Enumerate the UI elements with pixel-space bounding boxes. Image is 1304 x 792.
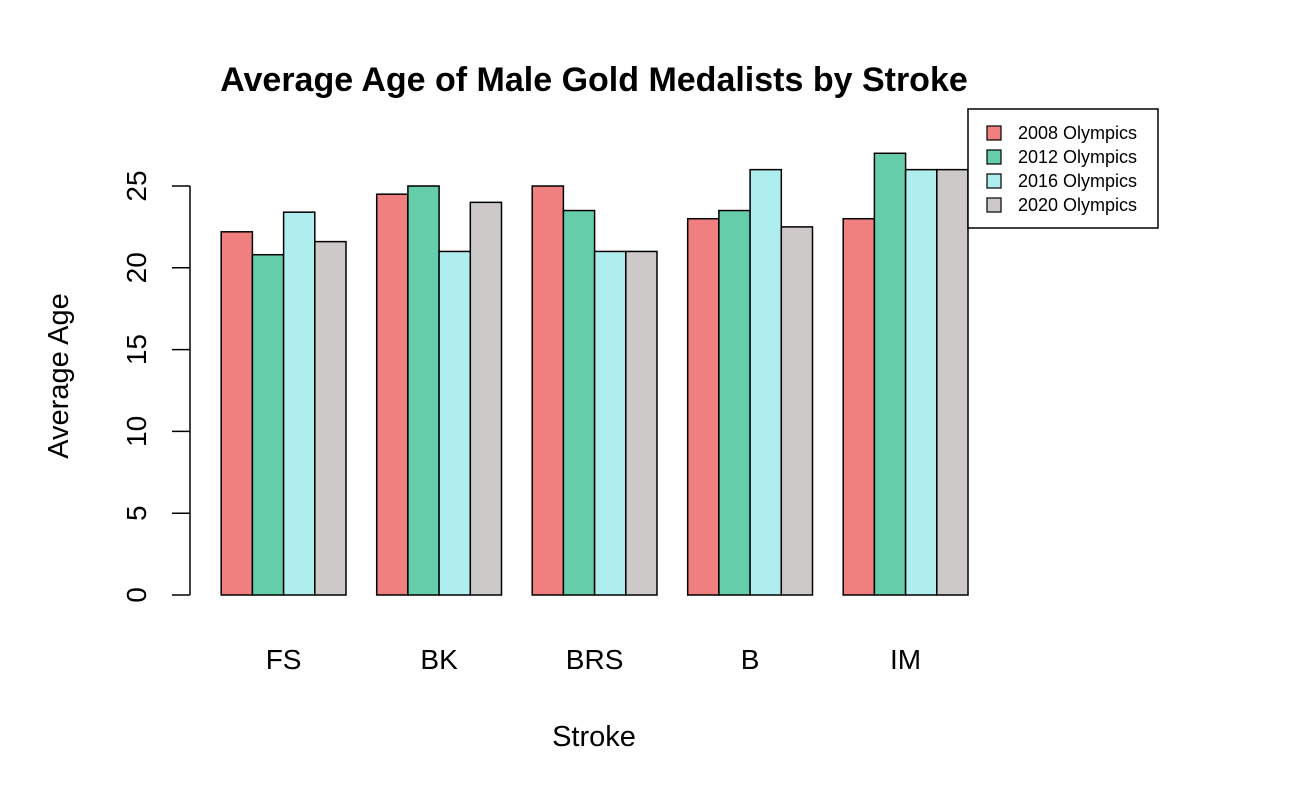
legend-label: 2012 Olympics	[1018, 147, 1137, 167]
bars-group	[220, 152, 969, 596]
y-axis: 0 5 10 15 20 25	[121, 170, 191, 603]
y-tick-label: 5	[121, 505, 152, 521]
bar-fs-2008	[220, 231, 254, 596]
legend-label: 2008 Olympics	[1018, 123, 1137, 143]
x-tick-label: B	[741, 644, 760, 675]
bar-im-2012	[873, 152, 907, 596]
x-axis-label: Stroke	[552, 721, 636, 753]
legend-swatch	[986, 125, 1002, 141]
bar-bk-2008	[375, 193, 409, 596]
bar-im-2008	[842, 217, 876, 596]
bar-b-2016	[749, 168, 783, 596]
x-tick-label: BRS	[566, 644, 624, 675]
bar-brs-2008	[531, 185, 565, 596]
y-axis-label: Average Age	[43, 293, 75, 459]
bar-im-2016	[904, 168, 938, 596]
y-tick-label: 15	[121, 334, 152, 365]
legend-swatch	[986, 149, 1002, 165]
x-tick-labels: FS BK BRS B IM	[266, 644, 921, 675]
bar-brs-2016	[593, 250, 627, 596]
bar-fs-2012	[251, 253, 285, 596]
legend-swatch	[986, 173, 1002, 189]
bar-bk-2020	[469, 201, 503, 596]
bar-b-2020	[780, 226, 814, 596]
bar-brs-2012	[562, 209, 596, 596]
legend: 2008 Olympics 2012 Olympics 2016 Olympics 2…	[967, 108, 1159, 229]
legend-swatch	[986, 197, 1002, 213]
y-tick-label: 0	[121, 587, 152, 603]
chart-title: Average Age of Male Gold Medalists by St…	[220, 61, 968, 99]
legend-label: 2020 Olympics	[1018, 195, 1137, 215]
bar-brs-2020	[625, 250, 658, 596]
bar-fs-2016	[282, 211, 316, 596]
y-tick-label: 20	[121, 252, 152, 283]
x-tick-label: BK	[420, 644, 458, 675]
x-tick-label: IM	[890, 644, 921, 675]
y-tick-label: 25	[121, 170, 152, 201]
bar-bk-2012	[407, 185, 440, 596]
x-tick-label: FS	[266, 644, 302, 675]
bar-b-2012	[718, 209, 751, 596]
bar-fs-2020	[314, 240, 347, 596]
bar-im-2020	[936, 168, 969, 596]
bar-b-2008	[686, 217, 720, 596]
bar-bk-2016	[438, 250, 472, 596]
legend-label: 2016 Olympics	[1018, 171, 1137, 191]
y-tick-label: 10	[121, 416, 152, 447]
